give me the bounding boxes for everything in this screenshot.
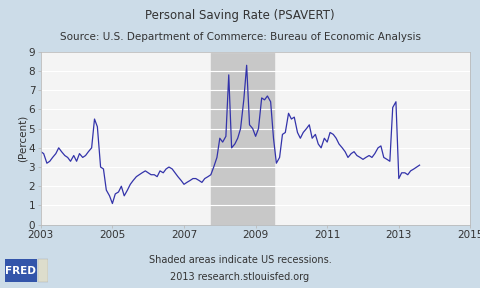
Text: Source: U.S. Department of Commerce: Bureau of Economic Analysis: Source: U.S. Department of Commerce: Bur… [60,32,420,42]
Text: 2013 research.stlouisfed.org: 2013 research.stlouisfed.org [170,272,310,282]
FancyBboxPatch shape [38,259,48,282]
Bar [211,52,274,225]
Text: Shaded areas indicate US recessions.: Shaded areas indicate US recessions. [149,255,331,265]
Text: Personal Saving Rate (PSAVERT): Personal Saving Rate (PSAVERT) [145,9,335,22]
FancyBboxPatch shape [5,259,37,282]
Y-axis label: (Percent): (Percent) [17,115,27,162]
Text: FRED: FRED [5,266,36,276]
